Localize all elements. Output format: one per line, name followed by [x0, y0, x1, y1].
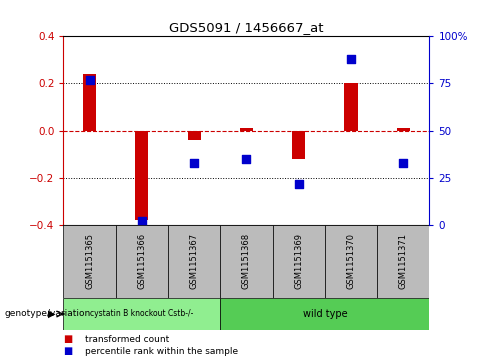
Point [243, 156, 250, 162]
Text: cystatin B knockout Cstb-/-: cystatin B knockout Cstb-/- [90, 310, 194, 318]
Text: wild type: wild type [303, 309, 347, 319]
Text: percentile rank within the sample: percentile rank within the sample [85, 347, 239, 356]
Text: GSM1151367: GSM1151367 [190, 233, 199, 289]
Text: genotype/variation: genotype/variation [5, 310, 91, 318]
Text: GSM1151370: GSM1151370 [346, 233, 356, 289]
Text: GSM1151365: GSM1151365 [85, 233, 94, 289]
Bar [220, 225, 273, 298]
Bar [83, 74, 96, 131]
Bar [325, 225, 377, 298]
Bar [345, 83, 358, 131]
Title: GDS5091 / 1456667_at: GDS5091 / 1456667_at [169, 21, 324, 34]
Point [399, 160, 407, 166]
Bar [220, 298, 429, 330]
Text: ■: ■ [63, 346, 73, 356]
Text: ▶: ▶ [47, 309, 55, 319]
Text: GSM1151371: GSM1151371 [399, 233, 408, 289]
Bar [63, 298, 220, 330]
Bar [377, 225, 429, 298]
Text: GSM1151369: GSM1151369 [294, 233, 303, 289]
Bar [292, 131, 305, 159]
Point [190, 160, 198, 166]
Bar [240, 129, 253, 131]
Point [347, 56, 355, 62]
Point [295, 181, 303, 187]
Bar [135, 131, 148, 220]
Point [138, 219, 146, 224]
Text: GSM1151368: GSM1151368 [242, 233, 251, 289]
Point [86, 77, 94, 83]
Bar [273, 225, 325, 298]
Text: transformed count: transformed count [85, 335, 170, 344]
Bar [63, 225, 116, 298]
Bar [397, 129, 410, 131]
Bar [168, 225, 220, 298]
Text: GSM1151366: GSM1151366 [137, 233, 146, 289]
Bar [116, 225, 168, 298]
Text: ■: ■ [63, 334, 73, 344]
Bar [187, 131, 201, 140]
